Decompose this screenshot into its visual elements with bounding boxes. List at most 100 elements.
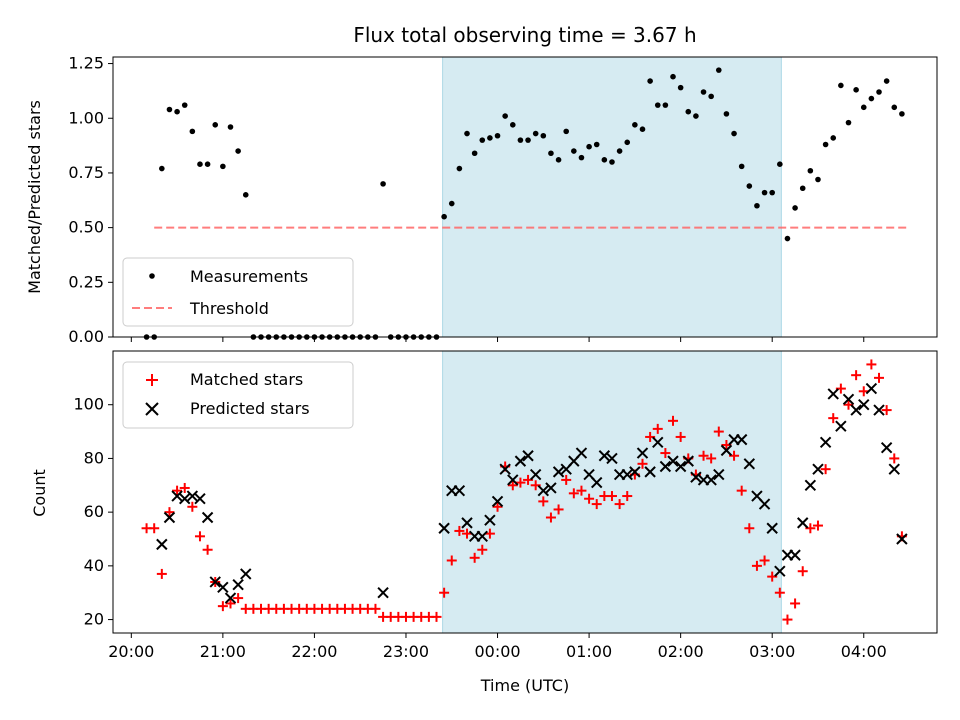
- matched-star-point: [790, 598, 801, 609]
- matched-star-point: [568, 488, 579, 499]
- matched-star-point: [545, 512, 556, 523]
- measurement-point: [227, 124, 234, 130]
- matched-star-point: [431, 611, 442, 622]
- measurement-point: [715, 67, 722, 73]
- measurement-point: [815, 176, 821, 183]
- matched-star-point: [538, 496, 549, 507]
- top-y-ticks: 0.00 0.25 0.50 0.75 1.00 1.25: [68, 54, 113, 346]
- predicted-star-point: [674, 460, 687, 473]
- matched-star-point: [187, 501, 198, 512]
- legend-measurements-marker: [149, 273, 155, 279]
- measurement-point: [769, 189, 775, 196]
- predicted-star-point: [552, 466, 565, 478]
- measurement-point: [502, 113, 508, 119]
- matched-star-point: [713, 426, 724, 437]
- predicted-star-point: [232, 578, 244, 591]
- x-tick-label: 02:00: [658, 642, 704, 661]
- matched-star-point: [622, 491, 633, 502]
- predicted-star-point: [896, 533, 908, 545]
- measurement-point: [174, 108, 180, 115]
- matched-star-point: [812, 520, 823, 531]
- x-tick-label: 03:00: [749, 642, 795, 661]
- matched-star-point: [828, 413, 839, 424]
- top-panel: 0.00 0.25 0.50 0.75 1.00 1.25 Matched/Predict…: [25, 54, 938, 346]
- measurement-point: [586, 143, 592, 150]
- matched-star-point: [156, 568, 167, 579]
- measurement-point: [647, 78, 653, 84]
- measurement-point: [525, 137, 531, 143]
- predicted-star-point: [453, 484, 466, 497]
- matched-star-point: [507, 480, 518, 491]
- predicted-star-point: [476, 530, 488, 543]
- bottom-points-layer: [141, 359, 908, 625]
- measurement-point: [204, 161, 211, 167]
- measurement-point: [822, 141, 829, 148]
- legend-predicted-label: Predicted stars: [190, 399, 310, 418]
- measurement-point: [761, 189, 768, 196]
- predicted-star-point: [537, 484, 550, 497]
- measurement-point: [212, 122, 219, 128]
- predicted-star-point: [667, 455, 679, 467]
- measurement-point: [860, 104, 867, 111]
- predicted-star-point: [575, 447, 588, 459]
- measurement-point: [479, 137, 486, 143]
- legend-measurements-label: Measurements: [190, 267, 308, 286]
- predicted-star-point: [209, 576, 221, 588]
- predicted-star-point: [652, 436, 664, 449]
- bottom-y-ticks: 20 40 60 80 100: [73, 395, 113, 629]
- measurement-point: [448, 200, 455, 207]
- matched-star-point: [591, 499, 602, 510]
- predicted-star-point: [377, 587, 389, 599]
- predicted-star-point: [804, 479, 817, 491]
- predicted-star-point: [774, 565, 786, 577]
- measurement-point: [189, 128, 196, 135]
- predicted-star-point: [720, 444, 733, 457]
- measurement-point: [494, 132, 501, 139]
- predicted-star-point: [789, 549, 801, 561]
- measurement-point: [830, 135, 837, 141]
- predicted-star-point: [835, 420, 847, 432]
- matched-star-point: [736, 485, 747, 496]
- matched-star-point: [660, 448, 671, 459]
- predicted-star-point: [514, 455, 527, 467]
- matched-star-point: [492, 501, 503, 512]
- matched-star-point: [797, 566, 808, 577]
- measurement-point: [792, 205, 798, 211]
- bottom-axes-frame: [112, 350, 938, 634]
- top-shaded-region: [442, 56, 782, 338]
- predicted-star-point: [842, 393, 855, 406]
- predicted-star-point: [636, 447, 649, 459]
- measurement-point: [464, 130, 470, 137]
- matched-star-point: [637, 458, 648, 469]
- matched-star-point: [370, 603, 381, 614]
- predicted-star-point: [163, 511, 176, 524]
- measurement-point: [883, 78, 890, 84]
- measurement-point: [677, 84, 684, 91]
- matched-star-point: [866, 359, 877, 370]
- measurement-point: [197, 161, 203, 167]
- predicted-star-point: [591, 476, 603, 489]
- x-tick-label: 01:00: [566, 642, 612, 661]
- legend-matched-marker: [146, 374, 158, 386]
- predicted-star-point: [865, 382, 878, 395]
- measurement-point: [540, 132, 547, 139]
- predicted-star-point: [201, 511, 214, 524]
- x-axis-label: Time (UTC): [480, 676, 569, 695]
- measurement-point: [868, 95, 875, 102]
- measurement-point: [487, 135, 493, 141]
- measurement-point: [784, 235, 791, 242]
- bottom-y-axis-label: Count: [30, 469, 49, 517]
- matched-star-point: [149, 523, 160, 534]
- bottom-y-tick-label: 20: [84, 610, 104, 629]
- predicted-star-point: [217, 581, 229, 594]
- predicted-star-point: [797, 517, 809, 529]
- predicted-star-point: [659, 460, 672, 473]
- predicted-star-point: [629, 466, 641, 478]
- top-y-tick-label: 0.00: [68, 327, 104, 346]
- predicted-star-point: [880, 441, 893, 454]
- matched-star-point: [515, 477, 526, 488]
- measurement-point: [441, 213, 447, 220]
- measurement-point: [670, 73, 676, 80]
- bottom-x-ticks: 20:00 21:00 22:00 23:00 00:00 01:00 02:00 03:00…: [108, 633, 887, 661]
- matched-star-point: [851, 370, 862, 381]
